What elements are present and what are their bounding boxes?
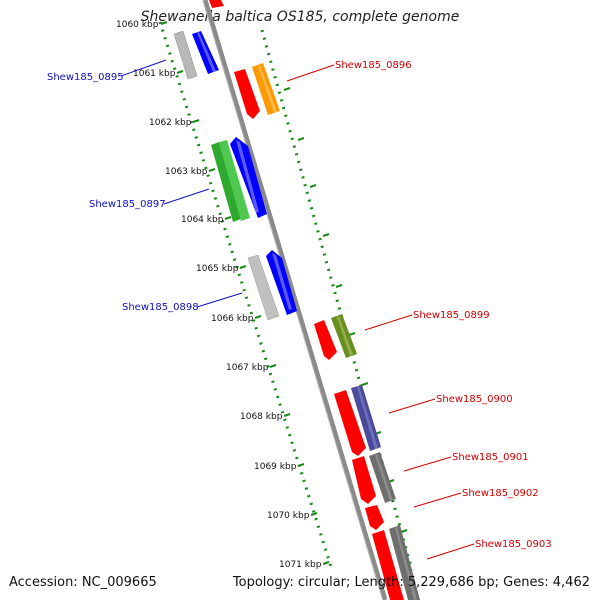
kbp-label-1071: 1071 kbp — [279, 560, 322, 570]
kbp-labels: 1060 kbp 1061 kbp 1062 kbp 1063 kbp 1064… — [116, 20, 322, 570]
kbp-label-1068: 1068 kbp — [240, 412, 283, 422]
gene-label-leaders — [120, 59, 475, 560]
gene-gray-0895a — [173, 30, 198, 80]
forward-strand-genes — [209, 0, 420, 600]
gene-label-0901: Shew185_0901 — [452, 452, 529, 463]
right-tick-ruler — [260, 29, 414, 571]
kbp-label-1067: 1067 kbp — [226, 363, 269, 373]
gene-red-0896 — [234, 69, 260, 119]
gene-red-0900 — [334, 390, 366, 456]
genome-summary-text: Topology: circular; Length: 5,229,686 bp… — [232, 575, 590, 590]
gene-label-0903: Shew185_0903 — [475, 539, 552, 550]
gene-label-0896: Shew185_0896 — [335, 60, 412, 71]
gene-green-0897a — [211, 142, 241, 222]
accession-text: Accession: NC_009665 — [9, 575, 157, 590]
kbp-label-1062: 1062 kbp — [149, 118, 192, 128]
gene-red-top — [209, 0, 224, 8]
kbp-label-1061: 1061 kbp — [133, 69, 176, 79]
gene-gray-0898 — [247, 254, 280, 321]
kbp-label-1066: 1066 kbp — [211, 314, 254, 324]
gene-labels: Shew185_0895 Shew185_0896 Shew185_0897 S… — [47, 60, 552, 550]
kbp-label-1060: 1060 kbp — [116, 20, 159, 30]
gene-label-0900: Shew185_0900 — [436, 394, 513, 405]
gene-red-0901 — [352, 456, 376, 504]
kbp-label-1065: 1065 kbp — [196, 264, 239, 274]
gene-label-0899: Shew185_0899 — [413, 310, 490, 321]
gene-label-0902: Shew185_0902 — [462, 488, 539, 499]
kbp-label-1063: 1063 kbp — [165, 167, 208, 177]
genome-backbone — [202, 0, 388, 600]
left-major-ticks — [160, 21, 330, 565]
map-title: Shewanella baltica OS185, complete genom… — [140, 9, 460, 25]
kbp-label-1064: 1064 kbp — [181, 215, 224, 225]
gene-red-0899 — [314, 320, 337, 360]
kbp-label-1069: 1069 kbp — [254, 462, 297, 472]
reverse-strand-genes — [173, 30, 297, 321]
gene-label-0898: Shew185_0898 — [122, 302, 199, 313]
gene-green-0897b — [219, 140, 250, 221]
gene-label-0895: Shew185_0895 — [47, 72, 124, 83]
gene-red-0902 — [365, 505, 384, 530]
kbp-label-1070: 1070 kbp — [267, 511, 310, 521]
gene-label-0897: Shew185_0897 — [89, 199, 166, 210]
gene-red-0903 — [372, 530, 404, 600]
